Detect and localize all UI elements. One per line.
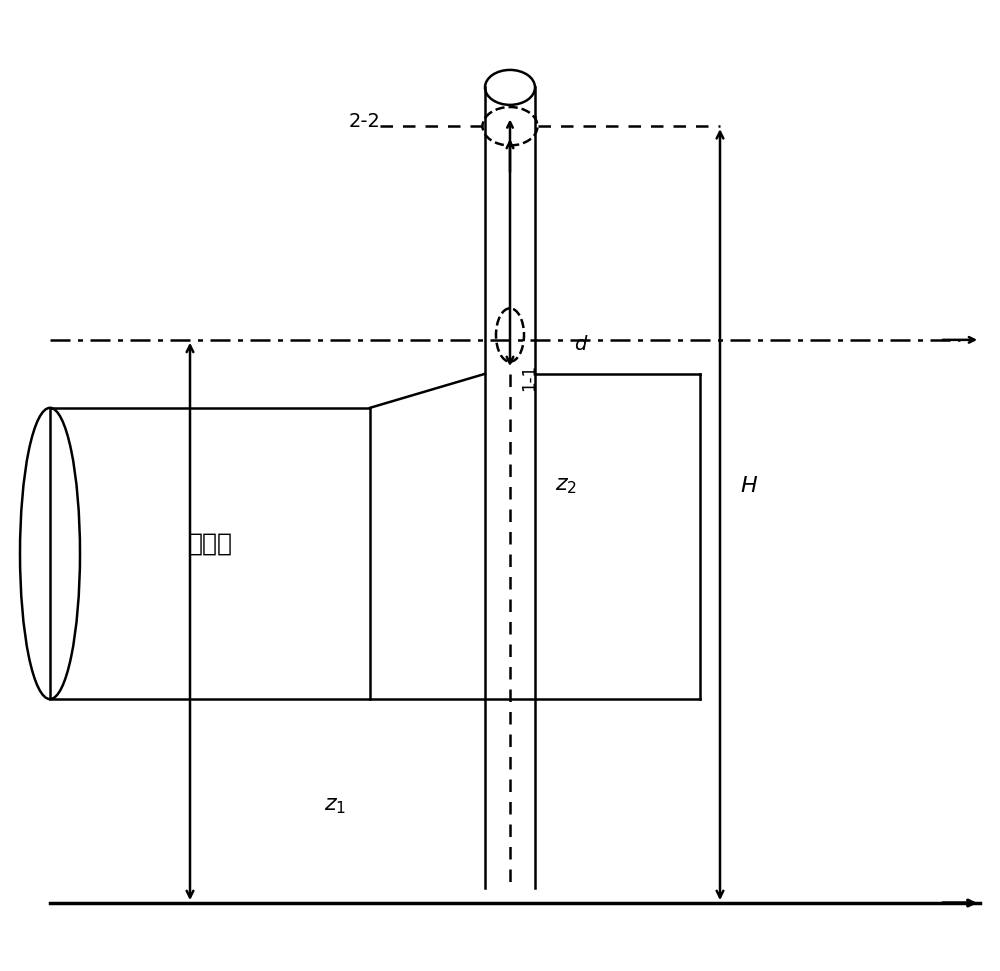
Text: 内燃机: 内燃机 (188, 532, 232, 555)
Text: 1-1: 1-1 (520, 364, 538, 391)
Text: $z_1$: $z_1$ (324, 796, 346, 816)
Text: 2-2: 2-2 (348, 112, 380, 131)
Bar (50, 408, 370, 699)
Text: d: d (574, 335, 586, 354)
Text: $z_2$: $z_2$ (555, 476, 577, 495)
Text: H: H (740, 476, 757, 495)
